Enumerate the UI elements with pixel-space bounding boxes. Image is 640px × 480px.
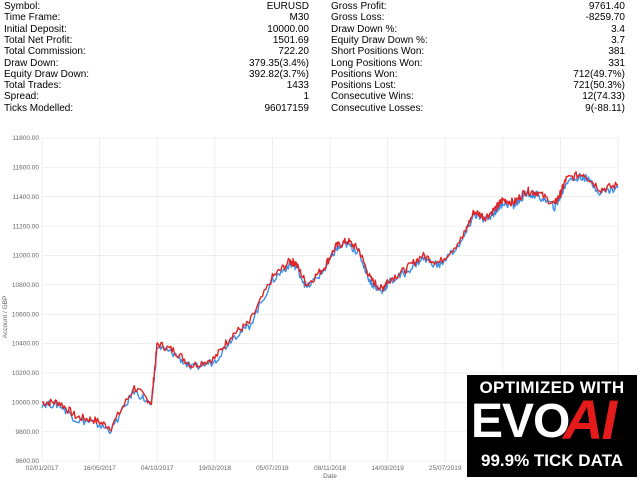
stat-row: Total Net Profit: 1501.69 xyxy=(0,35,640,46)
stat-value: EURUSD xyxy=(266,1,309,12)
stat-value: -8259.70 xyxy=(585,12,625,24)
stat-label: Initial Deposit: xyxy=(4,23,67,35)
chart-grid xyxy=(41,137,619,462)
stat-row: Consecutive Wins: 12(74.33) xyxy=(0,91,640,102)
stat-label: Time Frame: xyxy=(4,12,61,24)
x-tick-label: 05/07/2018 xyxy=(256,465,289,472)
stat-value: 379.35(3.4%) xyxy=(248,57,309,69)
stat-value: M30 xyxy=(289,12,309,24)
badge-brand-evo: EVO xyxy=(471,395,570,448)
stat-value: 1433 xyxy=(286,80,309,92)
stat-label: Equity Draw Down %: xyxy=(331,34,428,46)
y-axis-label: Account / GBP xyxy=(2,296,9,339)
stat-label: Spread: xyxy=(4,91,40,103)
badge-brand-ai: AI xyxy=(563,388,617,451)
badge-tick-data-text: 99.9% TICK DATA xyxy=(480,451,623,470)
stat-row: Initial Deposit: 10000.00 xyxy=(0,24,640,35)
stat-label: Gross Profit: xyxy=(331,1,387,12)
stat-value: 9(-88.11) xyxy=(585,102,625,114)
y-tick-label: 9800.00 xyxy=(16,429,40,436)
y-tick-label: 11800.00 xyxy=(12,135,39,142)
x-tick-label: 25/07/2019 xyxy=(429,465,462,472)
stat-label: Total Trades: xyxy=(4,80,62,92)
stat-row: Positions Lost: 721(50.3%) xyxy=(0,80,640,91)
stat-label: Long Positions Won: xyxy=(331,57,423,69)
stat-value: 96017159 xyxy=(264,102,310,114)
y-tick-label: 9600.00 xyxy=(16,458,40,465)
stat-value: 1501.69 xyxy=(272,34,309,46)
stat-value: 381 xyxy=(608,46,625,58)
stat-value: 9761.40 xyxy=(588,1,625,12)
x-tick-label: 16/05/2017 xyxy=(83,465,116,472)
stat-row: Short Positions Won: 381 xyxy=(0,46,640,57)
y-tick-label: 11400.00 xyxy=(12,194,39,201)
y-tick-label: 10600.00 xyxy=(12,311,39,318)
stat-row: Gross Loss: -8259.70 xyxy=(0,12,640,23)
stat-row: Gross Profit: 9761.40 xyxy=(0,1,640,12)
stat-row: Equity Draw Down: 392.82(3.7%) xyxy=(0,69,640,80)
stat-row: Draw Down: 379.35(3.4%) xyxy=(0,58,640,69)
x-axis-label: Date xyxy=(323,473,337,480)
badge-optimized-text: OPTIMIZED WITH xyxy=(479,378,625,397)
stat-label: Consecutive Wins: xyxy=(331,91,414,103)
series-line-0 xyxy=(41,171,618,432)
stat-label: Total Net Profit: xyxy=(4,34,73,46)
equity-chart: 9600.00 9800.00 10000.00 10200.00 10400.00 10… xyxy=(2,135,635,480)
stat-label: Symbol: xyxy=(4,1,41,12)
stat-value: 3.7 xyxy=(611,34,625,46)
stat-label: Ticks Modelled: xyxy=(4,102,74,114)
stat-label: Positions Won: xyxy=(331,68,398,80)
x-tick-label: 08/11/2018 xyxy=(314,465,346,472)
stat-label: Equity Draw Down: xyxy=(4,68,90,80)
x-tick-label: 19/02/2018 xyxy=(199,465,232,472)
series-lines xyxy=(41,171,619,435)
stat-label: Total Commission: xyxy=(4,46,86,58)
stat-value: 3.4 xyxy=(611,23,625,35)
stat-label: Draw Down: xyxy=(4,57,59,69)
stat-value: 12(74.33) xyxy=(582,91,625,103)
stat-label: Short Positions Won: xyxy=(331,46,425,58)
x-tick-label: 02/01/2017 xyxy=(26,465,59,472)
stat-row: Total Commission: 722.20 xyxy=(0,46,640,57)
y-tick-labels: 9600.00 9800.00 10000.00 10200.00 10400.00 10… xyxy=(12,135,40,465)
stat-value: 722.20 xyxy=(278,46,309,58)
evo-ai-badge: OPTIMIZED WITH EVO AI 99.9% TICK DATA xyxy=(467,375,637,477)
stat-value: 721(50.3%) xyxy=(573,80,625,92)
stat-value: 331 xyxy=(608,57,625,69)
y-tick-label: 10400.00 xyxy=(12,341,39,348)
stat-row: Consecutive Losses: 9(-88.11) xyxy=(0,103,640,114)
y-tick-label: 11000.00 xyxy=(12,253,39,260)
y-tick-label: 10800.00 xyxy=(12,282,39,289)
stat-row: Spread: 1 xyxy=(0,91,640,102)
stat-label: Gross Loss: xyxy=(331,12,385,24)
x-tick-label: 14/03/2019 xyxy=(371,465,404,472)
stat-label: Positions Lost: xyxy=(331,80,397,92)
stat-row: Time Frame: M30 xyxy=(0,12,640,23)
y-tick-label: 10200.00 xyxy=(12,370,39,377)
y-tick-label: 11600.00 xyxy=(12,165,39,172)
stat-value: 712(49.7%) xyxy=(573,68,625,80)
stat-row: Ticks Modelled: 96017159 xyxy=(0,103,640,114)
y-tick-label: 11200.00 xyxy=(12,223,39,230)
stat-row: Positions Won: 712(49.7%) xyxy=(0,69,640,80)
x-tick-label: 04/10/2017 xyxy=(141,465,174,472)
stat-value: 392.82(3.7%) xyxy=(248,68,309,80)
y-tick-label: 10000.00 xyxy=(12,399,39,406)
stat-row: Total Trades: 1433 xyxy=(0,80,640,91)
stat-value: 10000.00 xyxy=(267,23,309,35)
stat-label: Consecutive Losses: xyxy=(331,102,424,114)
stat-label: Draw Down %: xyxy=(331,23,398,35)
stat-row: Equity Draw Down %: 3.7 xyxy=(0,35,640,46)
stats-panel: Symbol: EURUSD Time Frame: M30 Initial Depos… xyxy=(0,0,640,122)
stat-row: Symbol: EURUSD xyxy=(0,1,640,12)
stat-row: Draw Down %: 3.4 xyxy=(0,24,640,35)
stat-row: Long Positions Won: 331 xyxy=(0,58,640,69)
stat-value: 1 xyxy=(303,91,309,103)
